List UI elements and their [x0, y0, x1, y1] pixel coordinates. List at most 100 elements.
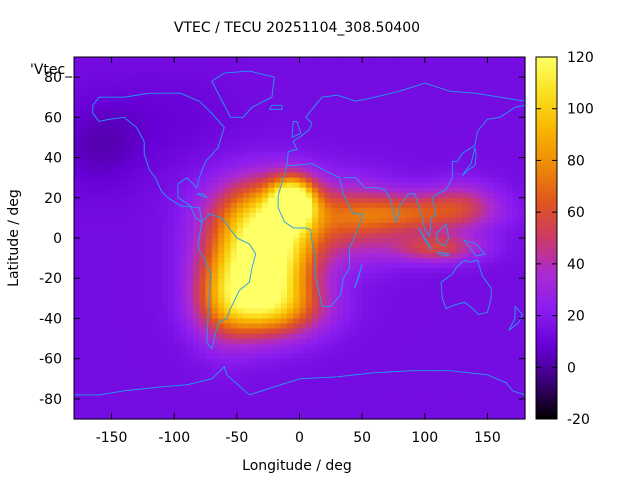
heat-cell — [117, 318, 125, 325]
heat-cell — [312, 182, 319, 189]
heat-cell — [224, 353, 232, 360]
heat-cell — [443, 323, 451, 330]
heat-cell — [224, 67, 232, 73]
heat-cell — [105, 152, 113, 159]
heat-cell — [174, 162, 182, 169]
heat-cell — [449, 187, 457, 194]
heat-cell — [305, 278, 313, 284]
heat-cell — [268, 222, 276, 229]
heat-cell — [424, 243, 432, 249]
heat-cell — [280, 107, 288, 113]
heat-cell — [92, 172, 100, 179]
heat-cell — [518, 92, 526, 98]
heat-cell — [218, 353, 225, 360]
heat-cell — [286, 398, 294, 405]
heat-cell — [286, 82, 294, 88]
heat-cell — [468, 217, 476, 224]
heat-cell — [380, 147, 388, 154]
heat-cell — [155, 147, 163, 154]
heat-cell — [343, 132, 351, 139]
heat-cell — [399, 343, 407, 350]
heat-cell — [487, 82, 495, 88]
heat-cell — [493, 248, 501, 254]
heat-cell — [167, 177, 175, 184]
heat-cell — [130, 117, 138, 123]
heat-cell — [474, 333, 482, 340]
heat-cell — [312, 388, 319, 395]
heat-cell — [462, 142, 470, 149]
heat-cell — [124, 388, 131, 395]
heat-cell — [374, 212, 382, 219]
heat-cell — [74, 102, 81, 108]
heat-cell — [261, 212, 269, 219]
heat-cell — [349, 253, 357, 259]
heat-cell — [261, 207, 269, 214]
heat-cell — [456, 227, 463, 234]
heat-cell — [293, 122, 301, 128]
heat-cell — [487, 222, 495, 229]
heat-cell — [499, 117, 507, 123]
heat-cell — [155, 197, 163, 204]
heat-cell — [362, 207, 369, 214]
heat-cell — [355, 87, 363, 93]
heat-cell — [399, 202, 407, 209]
heat-cell — [136, 243, 144, 249]
heat-cell — [99, 62, 106, 68]
heat-cell — [155, 62, 163, 68]
heat-cell — [399, 77, 407, 83]
heat-cell — [255, 338, 263, 345]
heat-cell — [211, 253, 219, 259]
heat-cell — [142, 373, 150, 380]
heat-cell — [424, 263, 432, 269]
heat-cell — [443, 328, 451, 335]
heat-cell — [468, 293, 476, 299]
heat-cell — [180, 177, 188, 184]
heat-cell — [493, 167, 501, 174]
heat-cell — [74, 197, 81, 204]
heat-cell — [167, 238, 175, 244]
heat-cell — [481, 72, 489, 78]
heat-cell — [230, 343, 238, 350]
heat-cell — [380, 333, 388, 340]
heat-cell — [136, 177, 144, 184]
heat-cell — [180, 303, 188, 309]
heat-cell — [499, 368, 507, 375]
heat-cell — [224, 278, 232, 284]
heat-cell — [180, 388, 188, 395]
heat-cell — [462, 248, 470, 254]
heat-cell — [474, 227, 482, 234]
heat-cell — [493, 122, 501, 128]
heat-cell — [387, 388, 395, 395]
heat-cell — [142, 263, 150, 269]
heat-cell — [280, 67, 288, 73]
heat-cell — [261, 67, 269, 73]
heat-cell — [431, 207, 438, 214]
heat-cell — [343, 273, 351, 279]
heat-cell — [80, 162, 88, 169]
heat-cell — [268, 393, 276, 400]
heat-cell — [437, 333, 445, 340]
heat-cell — [130, 248, 138, 254]
heat-cell — [136, 212, 144, 219]
heat-cell — [418, 398, 426, 405]
heat-cell — [518, 77, 526, 83]
heat-cell — [211, 207, 219, 214]
heat-cell — [280, 162, 288, 169]
heat-cell — [199, 157, 207, 164]
heat-cell — [431, 107, 438, 113]
heat-cell — [343, 253, 351, 259]
heat-cell — [142, 227, 150, 234]
heat-cell — [274, 222, 282, 229]
heat-cell — [424, 192, 432, 199]
heat-cell — [349, 107, 357, 113]
heat-cell — [393, 268, 401, 274]
heat-cell — [399, 172, 407, 179]
heat-cell — [199, 343, 207, 350]
heat-cell — [449, 313, 457, 320]
heat-cell — [105, 253, 113, 259]
heat-cell — [499, 232, 507, 239]
heat-cell — [499, 288, 507, 294]
heat-cell — [324, 373, 332, 380]
heat-cell — [518, 333, 526, 340]
heat-cell — [86, 187, 94, 194]
